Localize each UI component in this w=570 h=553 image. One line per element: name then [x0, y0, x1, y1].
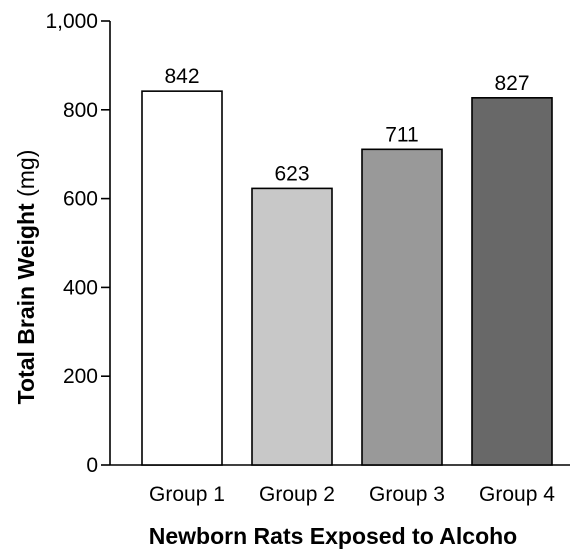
y-ticks: 0 200 400 600 800 1,000 — [45, 10, 110, 477]
bar — [361, 148, 443, 466]
x-tick-label: Group 1 — [149, 483, 225, 506]
bars — [141, 90, 553, 466]
data-label: 711 — [385, 123, 418, 146]
y-tick-label: 800 — [63, 99, 98, 122]
y-tick-label: 600 — [63, 188, 98, 211]
y-tick-label: 400 — [63, 276, 98, 299]
data-label: 842 — [164, 65, 199, 88]
y-axis-title-unit: (mg) — [13, 150, 39, 197]
data-label: 827 — [494, 72, 529, 95]
x-tick-label: Group 3 — [369, 483, 445, 506]
value-labels: 842 623 711 827 — [164, 65, 529, 185]
x-tick-label: Group 2 — [259, 483, 335, 506]
y-axis-title: Total Brain Weight (mg) — [13, 150, 39, 405]
y-axis-title-text: Total Brain Weight — [13, 203, 39, 404]
bar — [471, 97, 553, 466]
y-axis: 0 200 400 600 800 1,000 — [45, 10, 111, 477]
x-axis-title: Newborn Rats Exposed to Alcoho — [149, 523, 517, 549]
bar — [251, 187, 333, 466]
category-labels: Group 1 Group 2 Group 3 Group 4 — [149, 483, 555, 506]
x-tick-label: Group 4 — [479, 483, 555, 506]
y-tick-label: 0 — [86, 454, 98, 477]
y-tick-label: 200 — [63, 365, 98, 388]
data-label: 623 — [274, 162, 309, 185]
y-tick-label: 1,000 — [45, 10, 98, 33]
bar — [141, 90, 223, 466]
